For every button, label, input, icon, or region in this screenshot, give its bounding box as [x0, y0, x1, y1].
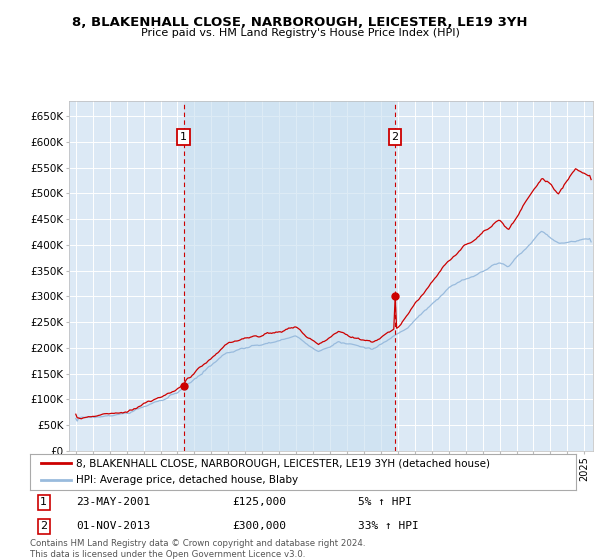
Text: Price paid vs. HM Land Registry's House Price Index (HPI): Price paid vs. HM Land Registry's House … — [140, 28, 460, 38]
Text: 1: 1 — [180, 132, 187, 142]
Bar — [184, 101, 395, 451]
Text: 5% ↑ HPI: 5% ↑ HPI — [358, 497, 412, 507]
Text: 1: 1 — [40, 497, 47, 507]
Text: £125,000: £125,000 — [232, 497, 286, 507]
Text: 23-MAY-2001: 23-MAY-2001 — [76, 497, 151, 507]
Text: Contains HM Land Registry data © Crown copyright and database right 2024.
This d: Contains HM Land Registry data © Crown c… — [30, 539, 365, 559]
Text: 8, BLAKENHALL CLOSE, NARBOROUGH, LEICESTER, LE19 3YH (detached house): 8, BLAKENHALL CLOSE, NARBOROUGH, LEICEST… — [76, 459, 490, 468]
Text: 01-NOV-2013: 01-NOV-2013 — [76, 521, 151, 531]
Text: 8, BLAKENHALL CLOSE, NARBOROUGH, LEICESTER, LE19 3YH: 8, BLAKENHALL CLOSE, NARBOROUGH, LEICEST… — [72, 16, 528, 29]
Text: 33% ↑ HPI: 33% ↑ HPI — [358, 521, 418, 531]
Text: 2: 2 — [391, 132, 398, 142]
Text: 2: 2 — [40, 521, 47, 531]
Text: £300,000: £300,000 — [232, 521, 286, 531]
Text: HPI: Average price, detached house, Blaby: HPI: Average price, detached house, Blab… — [76, 475, 299, 485]
